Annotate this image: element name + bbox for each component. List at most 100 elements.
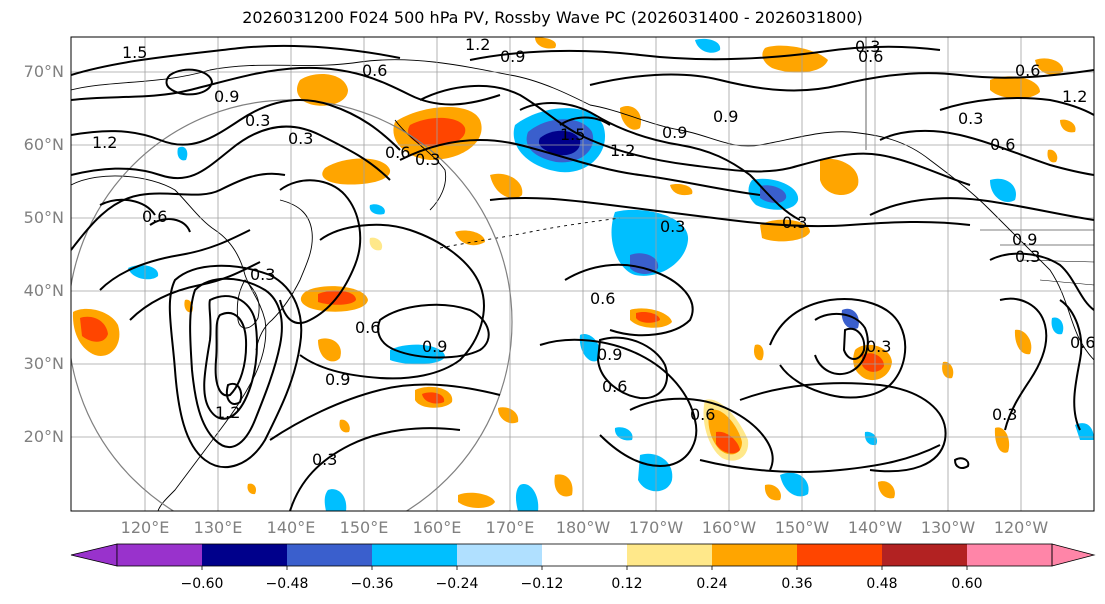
contour-line <box>629 397 774 471</box>
contour-label: 0.3 <box>660 217 685 236</box>
positive-anomaly-patch <box>535 37 556 49</box>
coastline-alaska <box>589 104 1094 361</box>
contour-line <box>564 263 694 337</box>
contour-line <box>71 125 391 181</box>
contour-line <box>879 129 1094 176</box>
lon-label: 170°E <box>485 518 535 537</box>
lon-label: 150°W <box>774 518 830 537</box>
positive-anomaly-patch <box>339 419 350 433</box>
contour-label: 0.3 <box>992 405 1017 424</box>
contour-line <box>165 68 214 96</box>
negative-anomaly-patch <box>841 308 859 330</box>
contour-line <box>953 457 970 469</box>
contour-label: 1.2 <box>1062 87 1087 106</box>
contour-label: 0.9 <box>214 87 239 106</box>
negative-anomaly-core <box>630 253 659 274</box>
lat-label: 30°N <box>23 354 64 373</box>
colorbar-bin <box>797 544 882 566</box>
coastline-aleutians <box>439 217 621 249</box>
colorbar-extend-high <box>1051 543 1096 567</box>
contour-label: 0.9 <box>713 107 738 126</box>
positive-anomaly-patch <box>490 173 523 199</box>
colorbar-tick-label: 0.36 <box>781 576 813 592</box>
colorbar-tick-label: −0.24 <box>435 576 479 592</box>
positive-anomaly-patch <box>753 344 764 361</box>
contour-line <box>539 338 698 467</box>
contour-line <box>214 312 248 397</box>
contour-line <box>1059 299 1083 431</box>
lon-label: 180°W <box>555 518 611 537</box>
positive-anomaly-patch <box>820 158 859 196</box>
contour-line <box>71 99 401 151</box>
colorbar-tick-label: 0.60 <box>951 576 983 592</box>
graticule <box>71 37 1094 511</box>
colorbar-tick-label: −0.36 <box>350 576 394 592</box>
contour-line <box>489 196 971 228</box>
positive-anomaly-patch <box>990 76 1040 99</box>
contour-label: 0.3 <box>250 265 275 284</box>
contour-line <box>71 66 501 106</box>
lon-label: 140°W <box>847 518 903 537</box>
positive-anomaly-patch <box>1014 329 1032 355</box>
contour-line <box>469 45 941 61</box>
contour-label: 0.3 <box>855 37 880 56</box>
contour-label: 0.3 <box>782 213 807 232</box>
colorbar-bin <box>457 544 542 566</box>
contour-label: 0.6 <box>858 47 883 66</box>
contour-line <box>299 223 485 380</box>
negative-anomaly-patch <box>390 344 445 365</box>
positive-anomaly-patch <box>1035 58 1064 75</box>
positive-anomaly-patch <box>455 230 485 246</box>
contour-label: 0.6 <box>690 405 715 424</box>
lon-label: 150°E <box>339 518 389 537</box>
positive-anomaly-patch <box>458 492 495 508</box>
contour-label: 0.6 <box>590 289 615 308</box>
positive-anomaly-patch <box>764 484 781 501</box>
colorbar-bin <box>287 544 372 566</box>
contour-label: 0.3 <box>1015 247 1040 266</box>
colorbar-tick-label: −0.12 <box>520 576 564 592</box>
lon-label: 120°E <box>120 518 170 537</box>
contour-label: 0.9 <box>422 337 447 356</box>
contour-line <box>842 327 866 360</box>
contour-label: 1.2 <box>610 141 635 160</box>
lon-label: 140°E <box>266 518 316 537</box>
map-frame <box>70 36 1095 512</box>
contour-label: 0.9 <box>325 370 350 389</box>
colorbar-bin <box>712 544 797 566</box>
positive-anomaly-core <box>80 316 108 342</box>
contour-line <box>419 85 971 186</box>
negative-anomaly-patch <box>695 38 721 53</box>
colorbar-outline <box>116 543 1053 567</box>
positive-anomaly-patch <box>878 481 895 499</box>
colorbar <box>70 543 1096 570</box>
contour-line <box>226 382 243 405</box>
positive-anomaly-patch <box>247 483 257 495</box>
colorbar-bin <box>117 544 202 566</box>
contour-line <box>269 383 501 441</box>
positive-anomaly-patch <box>1047 149 1058 163</box>
negative-anomaly-patch <box>177 146 188 161</box>
lon-label: 130°W <box>920 518 976 537</box>
map-title: 2026031200 F024 500 hPa PV, Rossby Wave … <box>242 8 863 27</box>
contour-label: 1.5 <box>560 125 585 144</box>
contour-label: 0.6 <box>1015 61 1040 80</box>
colorbar-bin <box>967 544 1052 566</box>
contour-label: 0.6 <box>990 135 1015 154</box>
lat-label: 60°N <box>23 135 64 154</box>
positive-anomaly-core <box>422 392 445 404</box>
contour-line <box>869 197 1094 221</box>
coastlines <box>71 37 1094 511</box>
colorbar-tick-label: 0.24 <box>696 576 728 592</box>
contour-label: 0.3 <box>288 129 313 148</box>
contour-label: 0.9 <box>500 47 525 66</box>
contour-line <box>769 298 907 399</box>
coastline-asia <box>71 175 267 511</box>
positive-anomaly-core <box>636 311 660 323</box>
contour-line <box>559 116 611 126</box>
lon-label: 160°W <box>701 518 757 537</box>
contour-label: 0.9 <box>662 123 687 142</box>
contour-label: 1.2 <box>465 35 490 54</box>
positive-anomaly-patch <box>994 427 1010 453</box>
